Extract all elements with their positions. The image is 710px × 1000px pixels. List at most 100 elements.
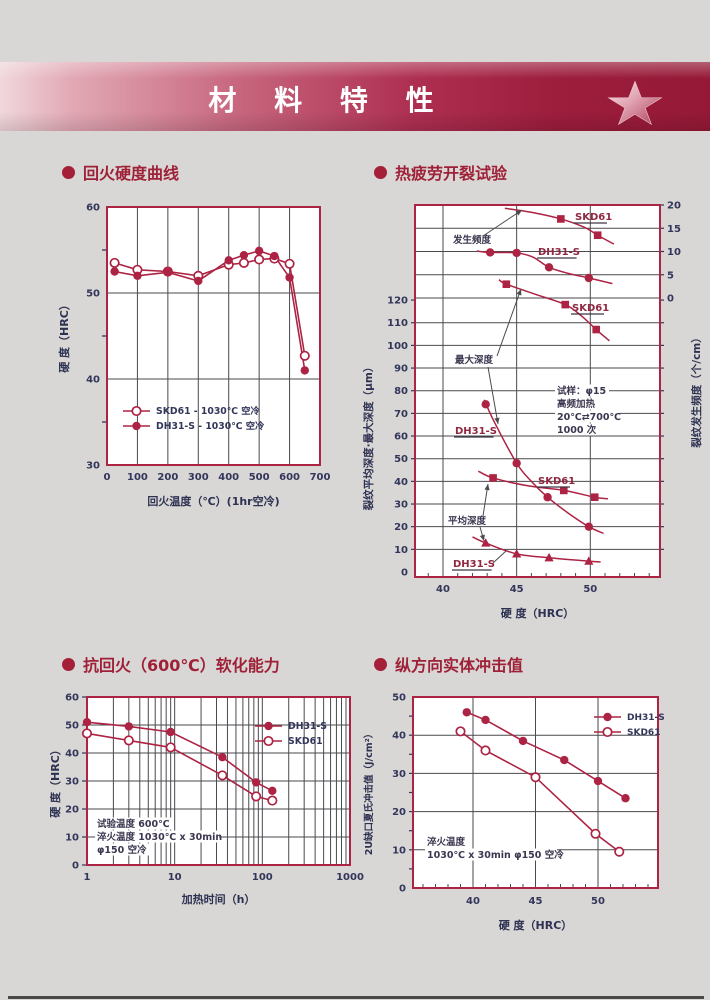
svg-text:0: 0 <box>399 884 406 895</box>
svg-text:70: 70 <box>394 409 408 420</box>
svg-text:60: 60 <box>394 432 408 443</box>
bullet-icon <box>374 657 387 671</box>
svg-text:20: 20 <box>65 805 79 816</box>
svg-text:30: 30 <box>392 769 406 780</box>
svg-text:SKD61: SKD61 <box>538 476 575 487</box>
svg-text:1030℃ x 30min φ150 空冷: 1030℃ x 30min φ150 空冷 <box>427 849 564 861</box>
svg-text:加热时间（h）: 加热时间（h） <box>181 892 256 906</box>
legend: DH31-S SKD61 <box>255 721 327 747</box>
svg-text:40: 40 <box>86 375 100 386</box>
svg-text:200: 200 <box>157 472 178 483</box>
svg-text:2U缺口夏氏冲击值（J/cm²）: 2U缺口夏氏冲击值（J/cm²） <box>363 729 375 856</box>
svg-text:1000 次: 1000 次 <box>557 424 597 436</box>
svg-text:裂纹发生频度（个/cm）: 裂纹发生频度（个/cm） <box>690 332 703 449</box>
series <box>109 246 310 375</box>
svg-text:10: 10 <box>65 833 79 844</box>
svg-text:硬 度（HRC）: 硬 度（HRC） <box>50 744 62 818</box>
svg-text:20: 20 <box>394 522 408 533</box>
chart-thermal-fatigue-crack-test: 0 10 20 30 40 50 60 70 80 90 100 110 120 0 5 10 15 20 40 45… <box>362 201 703 621</box>
svg-text:SKD61 - 1030℃ 空冷: SKD61 - 1030℃ 空冷 <box>156 405 261 417</box>
svg-text:20: 20 <box>392 807 406 818</box>
svg-text:20℃⇄700℃: 20℃⇄700℃ <box>557 412 621 423</box>
svg-text:90: 90 <box>394 364 408 375</box>
svg-text:10: 10 <box>394 545 408 556</box>
svg-text:最大深度: 最大深度 <box>455 354 494 366</box>
svg-text:10: 10 <box>667 247 681 258</box>
svg-text:裂纹平均深度·最大深度（μm）: 裂纹平均深度·最大深度（μm） <box>362 362 375 512</box>
section-title-text: 抗回火（600℃）软化能力 <box>83 656 280 675</box>
series <box>81 718 278 806</box>
svg-text:回火温度（℃）(1hr空冷): 回火温度（℃）(1hr空冷) <box>147 494 279 508</box>
section-title-softening-resistance: 抗回火（600℃）软化能力 <box>62 652 280 676</box>
svg-text:硬 度（HRC）: 硬 度（HRC） <box>501 606 575 620</box>
svg-text:硬 度（HRC）: 硬 度（HRC） <box>57 299 71 373</box>
svg-text:60: 60 <box>86 203 100 214</box>
svg-text:DH31-S: DH31-S <box>538 247 580 258</box>
svg-text:600: 600 <box>279 472 300 483</box>
svg-text:100: 100 <box>127 472 148 483</box>
svg-text:φ150 空冷: φ150 空冷 <box>97 844 147 856</box>
svg-text:淬火温度: 淬火温度 <box>427 836 466 848</box>
svg-text:50: 50 <box>392 693 406 704</box>
gridlines <box>415 205 660 577</box>
svg-text:110: 110 <box>387 318 408 329</box>
svg-text:0: 0 <box>72 861 79 872</box>
section-title-impact-value: 纵方向实体冲击值 <box>374 652 523 676</box>
chart-longitudinal-impact-value: 0 10 20 30 40 50 40 45 50 硬 度（HRC） 2U缺口夏氏冲击值（J/cm²… <box>363 693 665 933</box>
svg-text:试样：φ15: 试样：φ15 <box>557 385 606 397</box>
svg-text:40: 40 <box>392 731 406 742</box>
bullet-icon <box>62 165 75 179</box>
svg-text:硬 度（HRC）: 硬 度（HRC） <box>499 918 573 932</box>
svg-text:30: 30 <box>394 500 408 511</box>
header-banner: 材 料 特 性 <box>0 62 710 131</box>
svg-text:30: 30 <box>86 461 100 472</box>
legend: SKD61 - 1030℃ 空冷 DH31-S - 1030℃ 空冷 <box>123 405 265 432</box>
svg-text:50: 50 <box>591 896 605 907</box>
svg-text:50: 50 <box>394 454 408 465</box>
svg-text:DH31-S: DH31-S <box>455 426 497 437</box>
svg-text:试验温度 600℃: 试验温度 600℃ <box>97 818 170 830</box>
svg-text:0: 0 <box>104 472 111 483</box>
svg-text:淬火温度 1030℃ x 30min: 淬火温度 1030℃ x 30min <box>97 831 222 843</box>
svg-text:DH31-S: DH31-S <box>453 559 495 570</box>
section-title-text: 纵方向实体冲击值 <box>395 656 524 675</box>
svg-text:50: 50 <box>583 584 597 595</box>
axis-labels: 0 10 20 30 40 50 40 45 50 硬 度（HRC） 2U缺口夏氏冲击值（J/cm²… <box>363 693 605 933</box>
svg-text:SKD61: SKD61 <box>572 303 609 314</box>
bullet-icon <box>62 657 75 671</box>
svg-text:平均深度: 平均深度 <box>448 515 487 527</box>
svg-text:100: 100 <box>387 341 408 352</box>
svg-text:高频加热: 高频加热 <box>557 398 596 410</box>
footer-rule <box>8 996 704 999</box>
svg-text:40: 40 <box>436 584 450 595</box>
svg-text:0: 0 <box>667 294 674 305</box>
svg-text:20: 20 <box>667 201 681 212</box>
svg-text:50: 50 <box>65 721 79 732</box>
svg-text:DH31-S: DH31-S <box>288 721 327 732</box>
svg-text:SKD61: SKD61 <box>575 212 612 223</box>
svg-text:100: 100 <box>252 872 273 883</box>
svg-text:80: 80 <box>394 386 408 397</box>
svg-text:SKD61: SKD61 <box>627 728 660 738</box>
bullet-icon <box>374 165 387 179</box>
svg-text:1: 1 <box>84 872 91 883</box>
section-title-tempering-hardness: 回火硬度曲线 <box>62 160 179 184</box>
svg-text:60: 60 <box>65 693 79 704</box>
legend: DH31-S SKD61 <box>594 712 665 738</box>
svg-text:30: 30 <box>65 777 79 788</box>
section-title-text: 回火硬度曲线 <box>83 164 180 183</box>
svg-text:15: 15 <box>667 224 681 235</box>
svg-text:5: 5 <box>667 270 674 281</box>
star-icon <box>607 80 663 126</box>
axis-labels: 0 10 20 30 40 50 60 1 10 100 1000 加热时间（h） 硬 度（HRC） <box>50 693 364 907</box>
axis-labels: 0 10 20 30 40 50 60 70 80 90 100 110 120 0 5 10 15 20 40 45… <box>362 201 703 621</box>
svg-text:1000: 1000 <box>336 872 364 883</box>
svg-text:500: 500 <box>249 472 270 483</box>
series <box>455 708 630 857</box>
